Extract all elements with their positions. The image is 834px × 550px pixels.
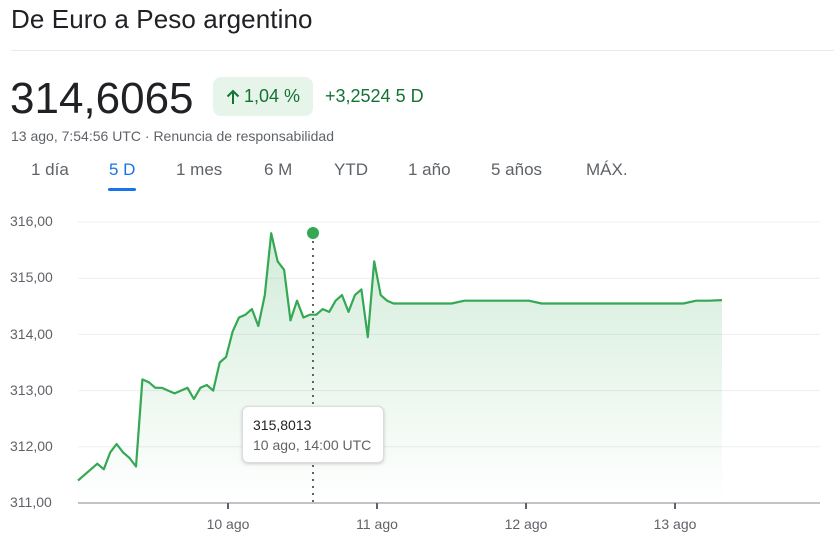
chart-tooltip: 315,8013 10 ago, 14:00 UTC — [242, 406, 384, 463]
y-tick-label: 314,00 — [10, 326, 53, 342]
x-tick-label: 10 ago — [206, 516, 250, 532]
change-percent-badge: 1,04 % — [213, 77, 313, 116]
change-percent: 1,04 % — [243, 86, 301, 106]
y-tick-label: 311,00 — [10, 494, 52, 510]
active-tab-indicator — [108, 188, 137, 191]
tab-max[interactable]: MÁX. — [586, 160, 628, 179]
page-title: De Euro a Peso argentino — [11, 4, 313, 34]
x-tick-label: 11 ago — [356, 516, 398, 532]
x-tick-label: 13 ago — [653, 516, 697, 532]
y-tick-label: 315,00 — [10, 269, 53, 285]
tab-ytd[interactable]: YTD — [334, 160, 368, 179]
tab-1-ano[interactable]: 1 año — [408, 160, 451, 179]
timestamp: 13 ago, 7:54:56 UTC — [11, 128, 141, 144]
y-tick-label: 312,00 — [10, 438, 53, 454]
change-absolute: +3,2524 5 D — [325, 86, 424, 106]
current-price: 314,6065 — [10, 74, 194, 123]
timestamp-line: 13 ago, 7:54:56 UTC · Renuncia de respon… — [11, 128, 334, 144]
tab-5-d[interactable]: 5 D — [108, 160, 137, 191]
price-line — [77, 232, 723, 482]
y-tick-label: 316,00 — [10, 213, 53, 229]
price-area — [78, 233, 722, 503]
tab-6-m[interactable]: 6 M — [264, 160, 293, 179]
tooltip-value: 315,8013 — [253, 417, 312, 433]
arrow-up-icon — [226, 89, 240, 105]
disclaimer-link[interactable]: Renuncia de responsabilidad — [153, 128, 335, 144]
separator: · — [144, 128, 150, 144]
tooltip-date: 10 ago, 14:00 UTC — [253, 437, 372, 453]
tab-5-anos[interactable]: 5 años — [491, 160, 543, 179]
highlight-point — [307, 227, 319, 239]
y-tick-label: 313,00 — [10, 382, 53, 398]
tab-1-dia[interactable]: 1 día — [31, 160, 69, 179]
x-tick-label: 12 ago — [504, 516, 548, 532]
tab-1-mes[interactable]: 1 mes — [176, 160, 223, 179]
header-divider — [11, 50, 834, 51]
